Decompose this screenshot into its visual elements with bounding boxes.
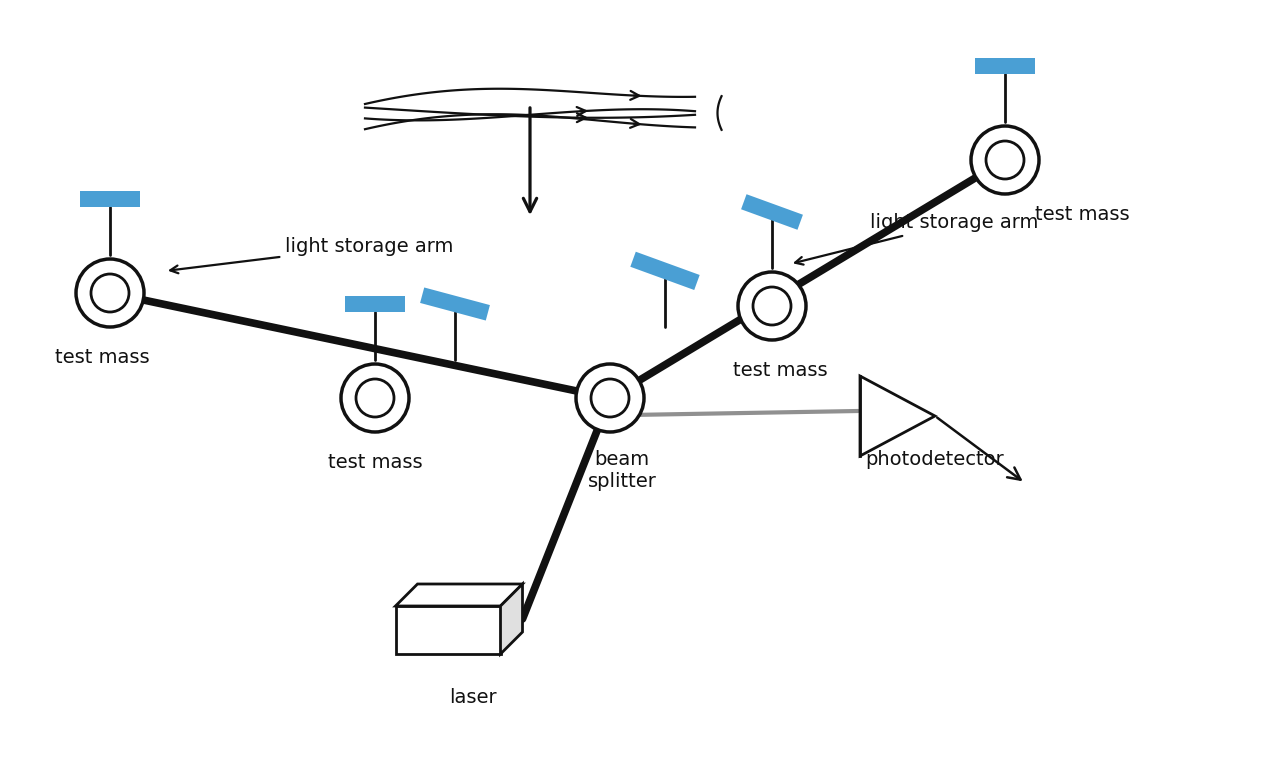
Bar (79, 191, 140, 207)
Circle shape (753, 287, 791, 325)
Text: light storage arm: light storage arm (795, 214, 1038, 265)
Circle shape (356, 379, 394, 417)
Text: beam
splitter: beam splitter (588, 450, 657, 491)
Polygon shape (500, 584, 522, 654)
Text: test mass: test mass (55, 348, 150, 367)
Text: light storage arm: light storage arm (170, 237, 453, 273)
Circle shape (972, 126, 1039, 194)
Bar (741, 194, 803, 230)
Polygon shape (396, 584, 522, 606)
Circle shape (576, 364, 644, 432)
Text: test mass: test mass (1036, 205, 1130, 224)
Bar (420, 287, 490, 320)
Bar (346, 296, 404, 312)
Circle shape (340, 364, 410, 432)
Circle shape (591, 379, 628, 417)
Text: laser: laser (449, 688, 497, 707)
Circle shape (76, 259, 143, 327)
Circle shape (739, 272, 806, 340)
Bar (630, 252, 700, 290)
Bar (975, 58, 1036, 74)
Text: photodetector: photodetector (865, 450, 1005, 469)
Circle shape (91, 274, 129, 312)
Circle shape (986, 141, 1024, 179)
Bar (396, 606, 500, 654)
Text: test mass: test mass (732, 361, 827, 380)
Text: test mass: test mass (328, 453, 422, 472)
Polygon shape (860, 376, 934, 456)
